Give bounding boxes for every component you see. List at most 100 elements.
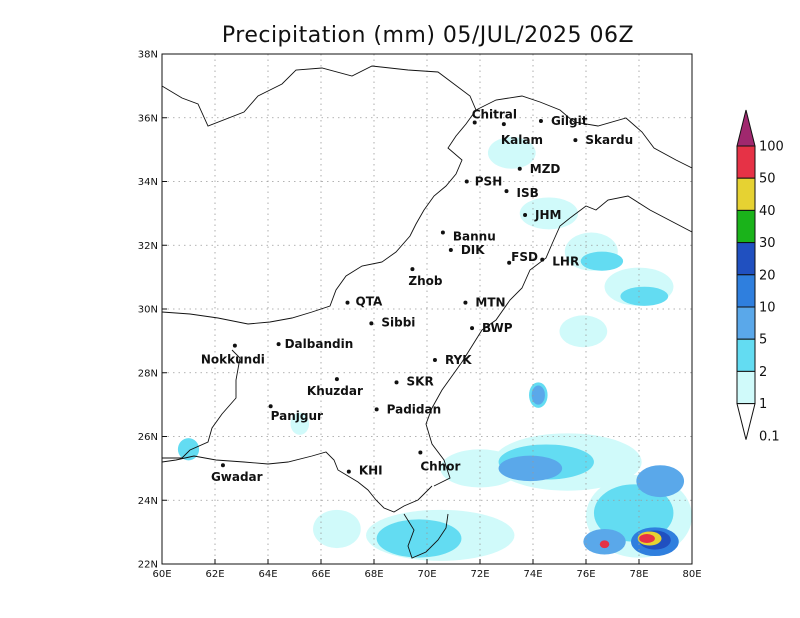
city-dik: DIK [448, 243, 485, 257]
city-dot [464, 179, 469, 184]
precip-cell [636, 465, 685, 498]
city-kalam: Kalam [501, 122, 543, 147]
city-chitral: Chitral [472, 108, 517, 125]
city-jhm: JHM [523, 208, 562, 222]
city-dot [523, 212, 528, 217]
city-label: ISB [517, 186, 539, 200]
city-label: Bannu [453, 230, 496, 244]
city-label: Padidan [387, 402, 442, 416]
city-label: Khuzdar [307, 384, 363, 398]
city-ryk: RYK [432, 353, 472, 367]
city-label: Panjgur [271, 409, 323, 423]
city-label: MTN [475, 296, 505, 310]
precip-cell [599, 540, 610, 549]
colorbar-label: 10 [759, 301, 776, 316]
city-dot [418, 450, 423, 455]
lon-tick-label: 68E [364, 569, 383, 580]
colorbar-label: 50 [759, 172, 776, 187]
lat-tick-label: 36N [138, 113, 158, 124]
precip-cell [593, 484, 674, 542]
colorbar-box [736, 338, 756, 372]
colorbar-label: 2 [759, 365, 767, 380]
plot-area: 60E 62E 64E 66E 68E 70E 72E 74E 76E 78E 80E 22N 24N 2… [138, 50, 702, 581]
city-dot [345, 300, 350, 305]
city-dot [410, 267, 415, 272]
precip-cell [376, 519, 462, 558]
city-label: FSD [511, 250, 538, 264]
city-dot [432, 358, 437, 362]
city-fsd: FSD [507, 250, 538, 265]
city-label: QTA [356, 295, 383, 309]
city-dot [220, 463, 225, 468]
colorbar-label: 40 [759, 204, 776, 219]
city-dot [448, 248, 453, 253]
city-label: Dalbandin [285, 337, 354, 351]
city-label: KHI [359, 464, 383, 478]
city-sibbi: Sibbi [369, 315, 415, 329]
city-dot [374, 407, 379, 412]
city-label: Skardu [585, 133, 633, 147]
pakistan-india-border [425, 217, 571, 487]
lat-tick-label: 38N [138, 50, 158, 61]
city-dot [504, 189, 509, 194]
city-dot [394, 380, 399, 385]
city-dot [517, 166, 522, 171]
city-mtn: MTN [463, 296, 506, 310]
colorbar-bottom-triangle [736, 403, 756, 440]
city-dot [334, 377, 339, 382]
lon-tick-label: 64E [258, 569, 277, 580]
city-label: Kalam [501, 133, 543, 147]
city-label: JHM [534, 208, 561, 222]
city-bwp: BWP [470, 321, 513, 335]
city-label: PSH [475, 175, 502, 189]
precip-cell [531, 385, 545, 405]
city-dot [538, 118, 543, 123]
city-dot [276, 342, 281, 347]
lon-tick-label: 72E [470, 569, 489, 580]
precipitation-layer [177, 136, 692, 561]
city-label: Chitral [472, 108, 517, 122]
kashmir-border [475, 95, 692, 233]
lon-tick-label: 62E [205, 569, 224, 580]
city-gilgit: Gilgit [538, 114, 588, 128]
colorbar-label: 20 [759, 268, 776, 283]
city-label: Nokkundi [201, 353, 265, 367]
city-mzd: MZD [517, 162, 560, 176]
city-qta: QTA [345, 295, 383, 309]
lat-tick-label: 30N [138, 305, 158, 316]
city-isb: ISB [504, 186, 539, 200]
colorbar-top-triangle [736, 109, 756, 147]
lon-tick-label: 60E [152, 569, 171, 580]
city-label: Chhor [420, 459, 460, 473]
precip-cell [580, 251, 624, 271]
colorbar-box [736, 145, 756, 179]
lat-tick-label: 32N [138, 241, 158, 252]
coastline [162, 451, 433, 513]
city-skardu: Skardu [573, 133, 633, 147]
precip-cell [487, 136, 536, 169]
city-dot [346, 469, 351, 474]
colorbar-label: 5 [759, 333, 767, 348]
lat-tick-label: 34N [138, 177, 158, 188]
colorbar: 0.1 1 2 5 10 20 30 40 50 100 [736, 109, 784, 444]
city-dot [463, 300, 468, 305]
city-skr: SKR [394, 374, 434, 388]
city-label: DIK [461, 243, 485, 257]
lat-tick-label: 28N [138, 368, 158, 379]
lon-tick-label: 80E [682, 569, 701, 580]
city-dot [232, 343, 237, 348]
precip-cell [620, 286, 669, 306]
graticule: 60E 62E 64E 66E 68E 70E 72E 74E 76E 78E 80E 22N 24N 2… [138, 50, 702, 581]
city-dalbandin: Dalbandin [276, 337, 354, 351]
city-khi: KHI [346, 464, 383, 478]
city-label: Gilgit [551, 114, 588, 128]
lon-tick-label: 70E [417, 569, 436, 580]
city-label: LHR [552, 255, 579, 269]
city-padidan: Padidan [374, 402, 442, 416]
city-khuzdar: Khuzdar [307, 377, 363, 398]
city-dot [440, 230, 445, 235]
city-label: Gwadar [211, 470, 263, 484]
map-title: Precipitation (mm) 05/JUL/2025 06Z [222, 23, 634, 48]
city-lhr: LHR [540, 255, 579, 269]
city-chhor: Chhor [418, 450, 461, 473]
